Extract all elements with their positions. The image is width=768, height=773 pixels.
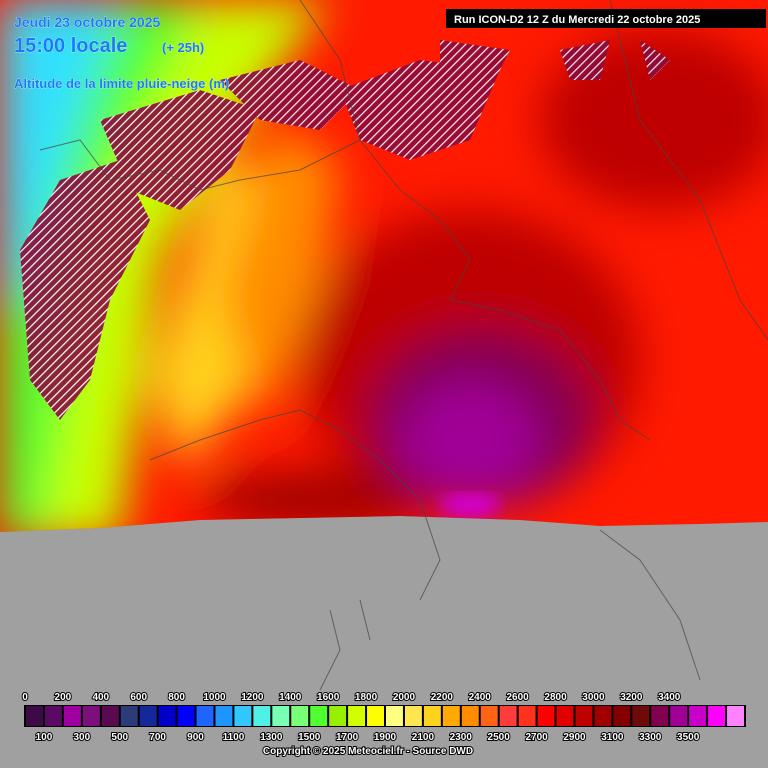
- swatch: [253, 706, 271, 726]
- legend-label: 2000: [393, 692, 416, 703]
- parameter: Altitude de la limite pluie-neige (m): [14, 76, 229, 91]
- legend-label: 2300: [450, 732, 473, 743]
- time: 15:00 locale: [14, 35, 127, 57]
- legend-label: 3500: [677, 732, 700, 743]
- swatch: [63, 706, 81, 726]
- swatch: [613, 706, 631, 726]
- swatch: [404, 706, 422, 726]
- legend-label: 2500: [488, 732, 511, 743]
- date: Jeudi 23 octobre 2025: [14, 14, 161, 30]
- swatch: [367, 706, 384, 726]
- legend-label: 1100: [223, 732, 245, 743]
- swatch: [461, 706, 479, 726]
- legend: 0 200 400 600 800 1000 1200 1400 1600 1800 2000 220…: [21, 691, 746, 744]
- legend-label: 400: [92, 692, 109, 703]
- swatch: [272, 706, 290, 726]
- swatch: [139, 706, 157, 726]
- swatch: [44, 706, 62, 726]
- run: Run ICON-D2 12 Z du Mercredi 22 octobre …: [454, 14, 700, 26]
- legend-label: 2600: [507, 692, 530, 703]
- legend-label: 3300: [639, 732, 662, 743]
- swatch: [215, 706, 233, 726]
- swatch: [651, 706, 669, 726]
- legend-label: 1600: [317, 692, 340, 703]
- swatch: [329, 706, 347, 726]
- borders: [39, 0, 768, 691]
- swatch: [82, 706, 100, 726]
- swatch: [480, 706, 498, 726]
- swatch: [348, 706, 366, 726]
- legend-label: 600: [130, 692, 147, 703]
- legend-label: 1700: [336, 732, 359, 743]
- legend-label: 700: [149, 732, 166, 743]
- swatch: [26, 706, 43, 726]
- lead: (+ 25h): [162, 40, 204, 55]
- swatch: [310, 706, 328, 726]
- field: [0, 0, 768, 532]
- swatch: [556, 706, 574, 726]
- legend-label: 2200: [431, 692, 454, 703]
- legend-label: 2800: [544, 692, 567, 703]
- legend-label: 900: [187, 732, 204, 743]
- swatch: [120, 706, 138, 726]
- legend-label: 1900: [374, 732, 397, 743]
- legend-label: 800: [168, 692, 185, 703]
- legend-label: 2100: [412, 732, 435, 743]
- legend-label: 2400: [469, 692, 492, 703]
- swatch: [499, 706, 517, 726]
- swatch: [537, 706, 555, 726]
- legend-label: 2700: [525, 732, 548, 743]
- legend-label: 0: [22, 692, 28, 703]
- swatch: [442, 706, 460, 726]
- swatch: [518, 706, 536, 726]
- legend-label: 1200: [241, 692, 264, 703]
- swatch: [423, 706, 441, 726]
- legend-label: 200: [55, 692, 72, 703]
- copyright: Copyright © 2025 Meteociel.fr - Source D…: [263, 746, 473, 757]
- swatch: [727, 706, 744, 726]
- swatch: [594, 706, 612, 726]
- swatch: [632, 706, 650, 726]
- swatch: [670, 706, 688, 726]
- swatch: [196, 706, 214, 726]
- legend-label: 3400: [658, 692, 681, 703]
- swatch: [689, 706, 707, 726]
- swatch: [708, 706, 726, 726]
- legend-label: 1000: [203, 692, 226, 703]
- legend-label: 3000: [582, 692, 605, 703]
- run-box: [446, 9, 766, 28]
- legend-label: 1300: [260, 732, 283, 743]
- swatch: [386, 706, 403, 726]
- legend-label: 1800: [355, 692, 378, 703]
- legend-label: 1400: [279, 692, 302, 703]
- legend-label: 3200: [620, 692, 643, 703]
- legend-label: 2900: [563, 732, 586, 743]
- swatch: [575, 706, 593, 726]
- legend-label: 500: [111, 732, 128, 743]
- legend-label: 300: [73, 732, 90, 743]
- legend-label: 100: [36, 732, 53, 743]
- swatch: [291, 706, 309, 726]
- legend-label: 3100: [601, 732, 624, 743]
- swatch: [177, 706, 195, 726]
- legend-label: 1500: [298, 732, 321, 743]
- swatch: [158, 706, 176, 726]
- swatch: [101, 706, 119, 726]
- swatch: [234, 706, 252, 726]
